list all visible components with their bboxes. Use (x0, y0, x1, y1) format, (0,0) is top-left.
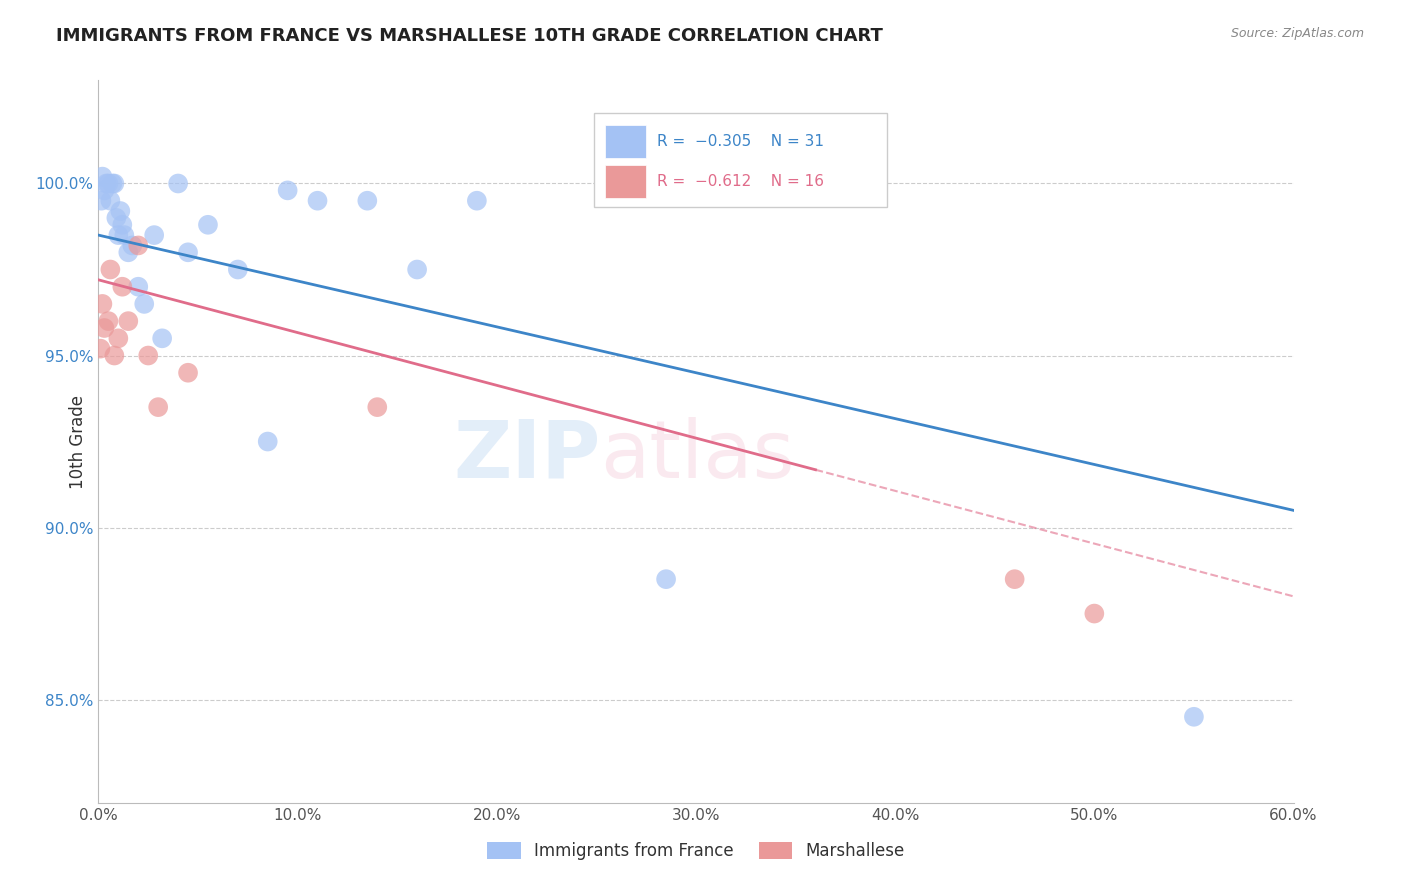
Point (143, 228, 166, 243)
Point (1004, 572, 1026, 586)
Text: IMMIGRANTS FROM FRANCE VS MARSHALLESE 10TH GRADE CORRELATION CHART: IMMIGRANTS FROM FRANCE VS MARSHALLESE 10… (56, 27, 883, 45)
Point (134, 297, 156, 311)
Point (90, 194, 112, 208)
Point (127, 238, 149, 252)
Point (93, 183, 115, 197)
Point (93, 321, 115, 335)
Point (256, 434, 278, 449)
Point (356, 194, 378, 208)
Point (91, 169, 114, 184)
Point (98, 262, 122, 277)
Point (1083, 607, 1105, 621)
Point (148, 400, 170, 414)
Point (96, 177, 118, 191)
Point (277, 183, 299, 197)
Point (167, 177, 190, 191)
FancyBboxPatch shape (595, 112, 887, 207)
Point (177, 245, 200, 260)
Text: ZIP: ZIP (453, 417, 600, 495)
Point (117, 245, 139, 260)
Point (197, 218, 219, 232)
Text: R =  −0.305    N = 31: R = −0.305 N = 31 (657, 134, 824, 149)
Point (307, 194, 329, 208)
Text: R =  −0.612    N = 16: R = −0.612 N = 16 (657, 174, 824, 189)
Legend: Immigrants from France, Marshallese: Immigrants from France, Marshallese (481, 835, 911, 867)
Point (97, 177, 120, 191)
Point (105, 211, 128, 225)
Point (112, 228, 135, 243)
Point (127, 279, 149, 293)
Point (103, 177, 125, 191)
Point (121, 238, 143, 252)
Point (110, 204, 132, 219)
Point (150, 331, 173, 345)
Point (111, 218, 134, 232)
Point (117, 314, 139, 328)
Text: Source: ZipAtlas.com: Source: ZipAtlas.com (1230, 27, 1364, 40)
Point (101, 177, 124, 191)
Point (107, 228, 129, 243)
Point (226, 262, 249, 277)
Point (111, 279, 134, 293)
Y-axis label: 10th Grade: 10th Grade (69, 394, 87, 489)
FancyBboxPatch shape (605, 125, 645, 158)
Point (97, 314, 120, 328)
Point (98, 194, 122, 208)
Point (366, 400, 388, 414)
Point (136, 349, 159, 363)
Point (406, 262, 429, 277)
Point (107, 331, 129, 345)
Point (91, 297, 114, 311)
Point (177, 366, 200, 380)
Point (655, 572, 678, 586)
Point (89, 342, 111, 356)
Point (465, 194, 488, 208)
Point (1182, 710, 1205, 724)
Point (103, 349, 125, 363)
FancyBboxPatch shape (605, 165, 645, 198)
Text: atlas: atlas (600, 417, 794, 495)
